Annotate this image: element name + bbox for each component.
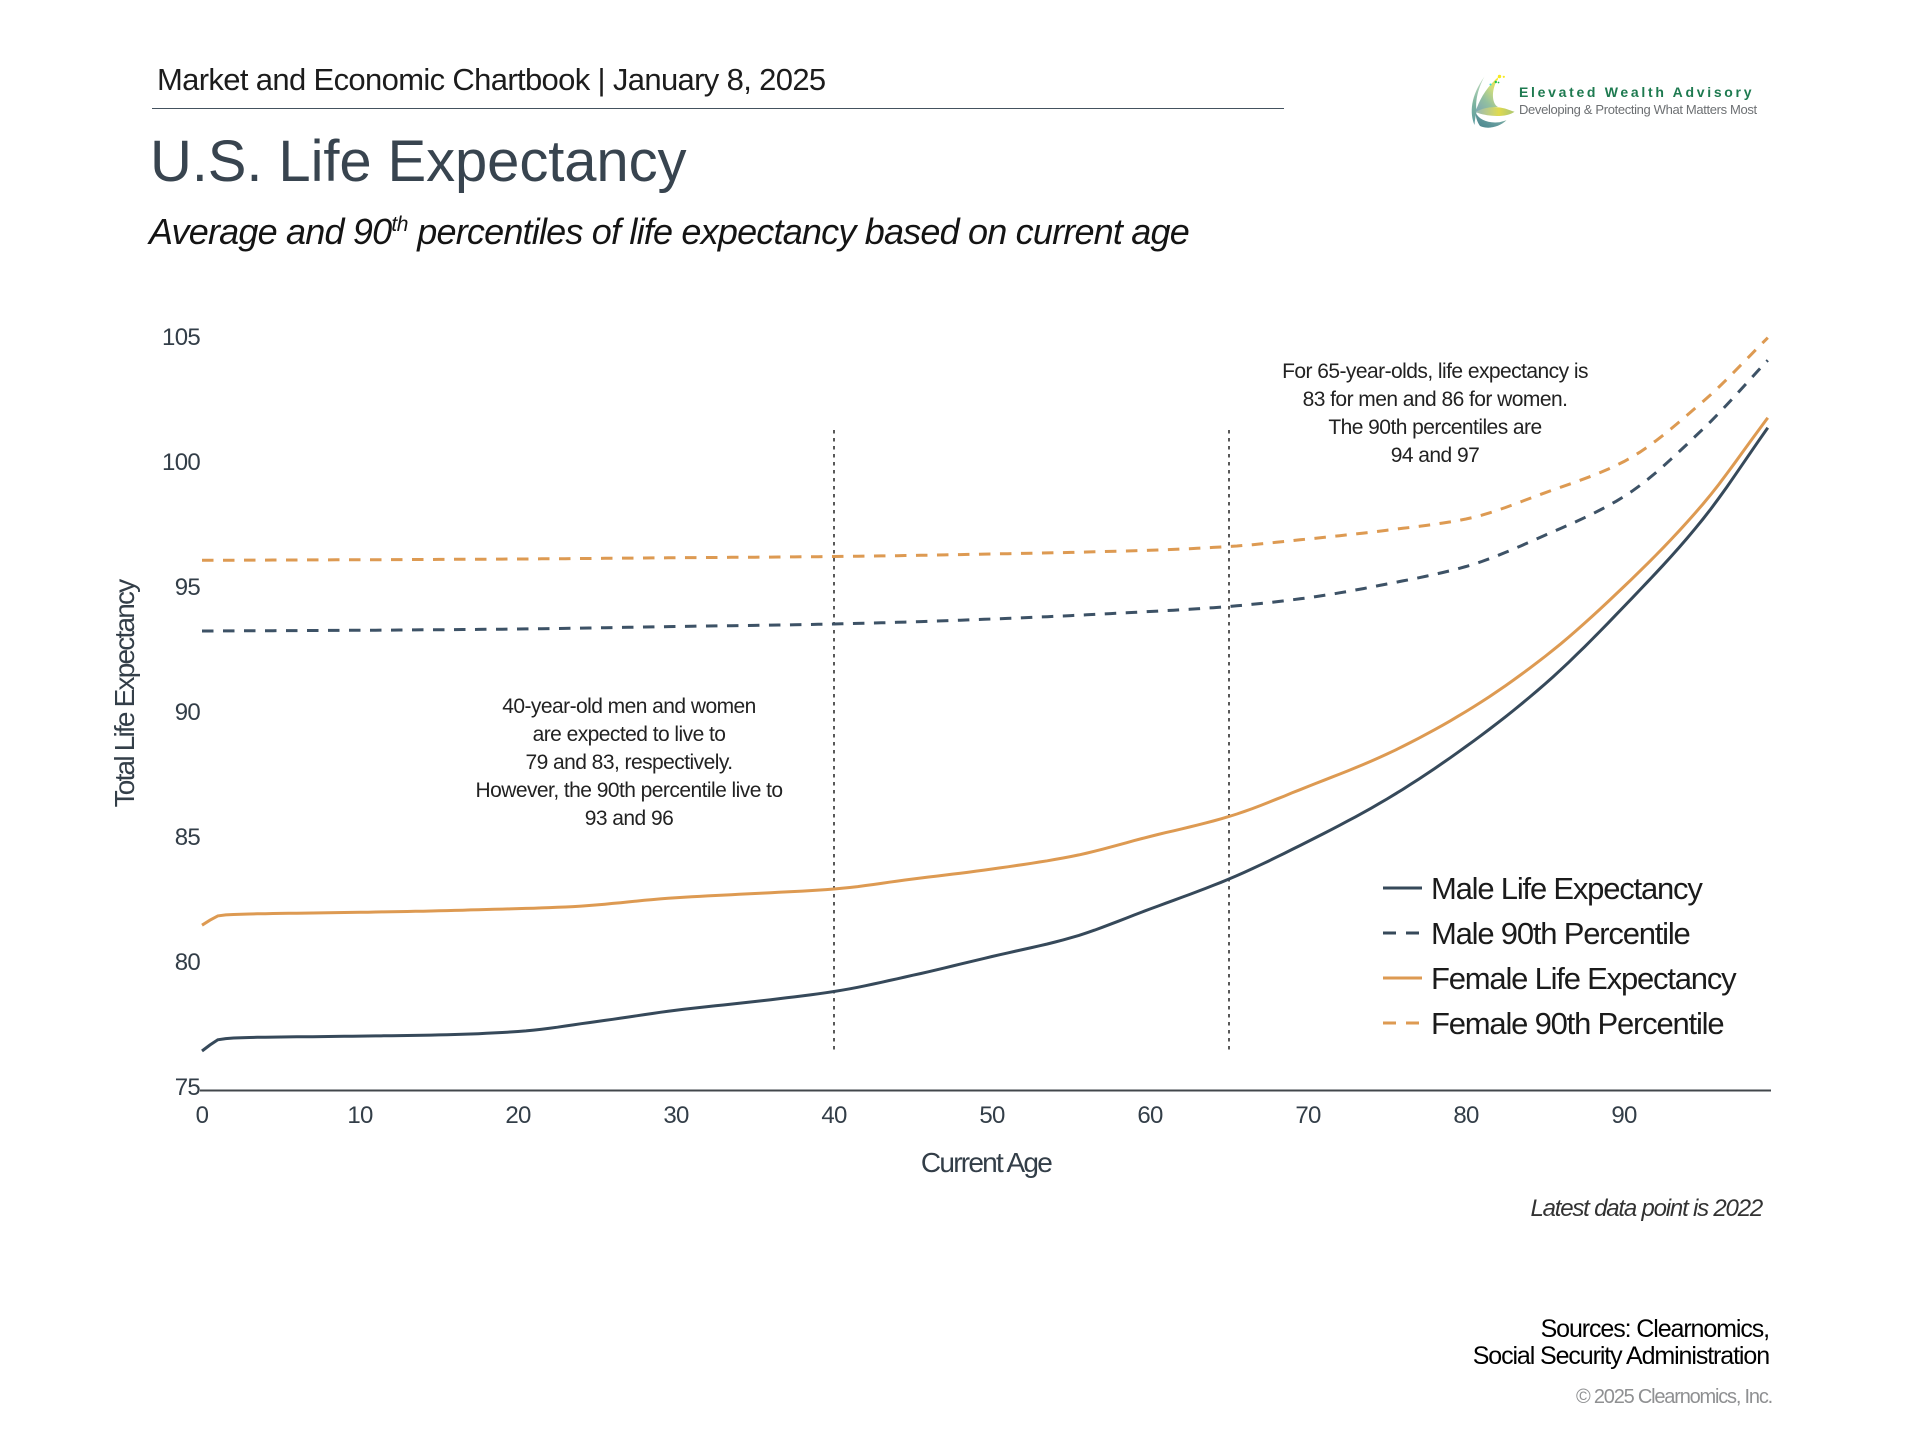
svg-text:83 for men and 86 for women.: 83 for men and 86 for women. (1303, 388, 1568, 411)
svg-text:However, the 90th percentile l: However, the 90th percentile live to (475, 779, 782, 802)
svg-text:60: 60 (1137, 1102, 1163, 1129)
svg-text:105: 105 (162, 324, 200, 351)
svg-text:The 90th percentiles are: The 90th percentiles are (1328, 416, 1541, 439)
svg-text:85: 85 (175, 824, 201, 851)
svg-text:Female Life Expectancy: Female Life Expectancy (1431, 961, 1737, 996)
svg-text:Male 90th Percentile: Male 90th Percentile (1431, 916, 1690, 951)
svg-text:Female 90th Percentile: Female 90th Percentile (1431, 1006, 1723, 1041)
svg-text:For 65-year-olds, life expecta: For 65-year-olds, life expectancy is (1282, 360, 1588, 383)
svg-text:Latest data point is 2022: Latest data point is 2022 (1530, 1195, 1762, 1222)
svg-text:95: 95 (175, 574, 201, 601)
svg-text:40-year-old men and women: 40-year-old men and women (502, 695, 756, 718)
svg-text:90: 90 (175, 699, 201, 726)
svg-text:93 and 96: 93 and 96 (585, 807, 673, 830)
svg-text:90: 90 (1611, 1102, 1637, 1129)
svg-text:94 and 97: 94 and 97 (1391, 444, 1479, 467)
svg-text:70: 70 (1295, 1102, 1321, 1129)
svg-text:© 2025 Clearnomics, Inc.: © 2025 Clearnomics, Inc. (1576, 1386, 1772, 1408)
svg-text:are expected to live to: are expected to live to (533, 723, 726, 746)
svg-text:Social Security Administration: Social Security Administration (1473, 1342, 1770, 1370)
svg-text:Male Life Expectancy: Male Life Expectancy (1431, 871, 1703, 906)
svg-text:10: 10 (347, 1102, 373, 1129)
svg-text:40: 40 (821, 1102, 847, 1129)
svg-text:75: 75 (175, 1074, 201, 1101)
svg-text:20: 20 (505, 1102, 531, 1129)
svg-text:100: 100 (162, 449, 200, 476)
svg-text:Sources: Clearnomics,: Sources: Clearnomics, (1541, 1315, 1769, 1343)
svg-text:79 and 83, respectively.: 79 and 83, respectively. (525, 751, 732, 774)
svg-text:80: 80 (175, 949, 201, 976)
svg-text:Current Age: Current Age (921, 1147, 1052, 1178)
svg-text:80: 80 (1453, 1102, 1479, 1129)
svg-text:0: 0 (196, 1102, 209, 1129)
svg-text:50: 50 (979, 1102, 1005, 1129)
svg-text:Total Life Expectancy: Total Life Expectancy (109, 579, 140, 808)
svg-text:30: 30 (663, 1102, 689, 1129)
